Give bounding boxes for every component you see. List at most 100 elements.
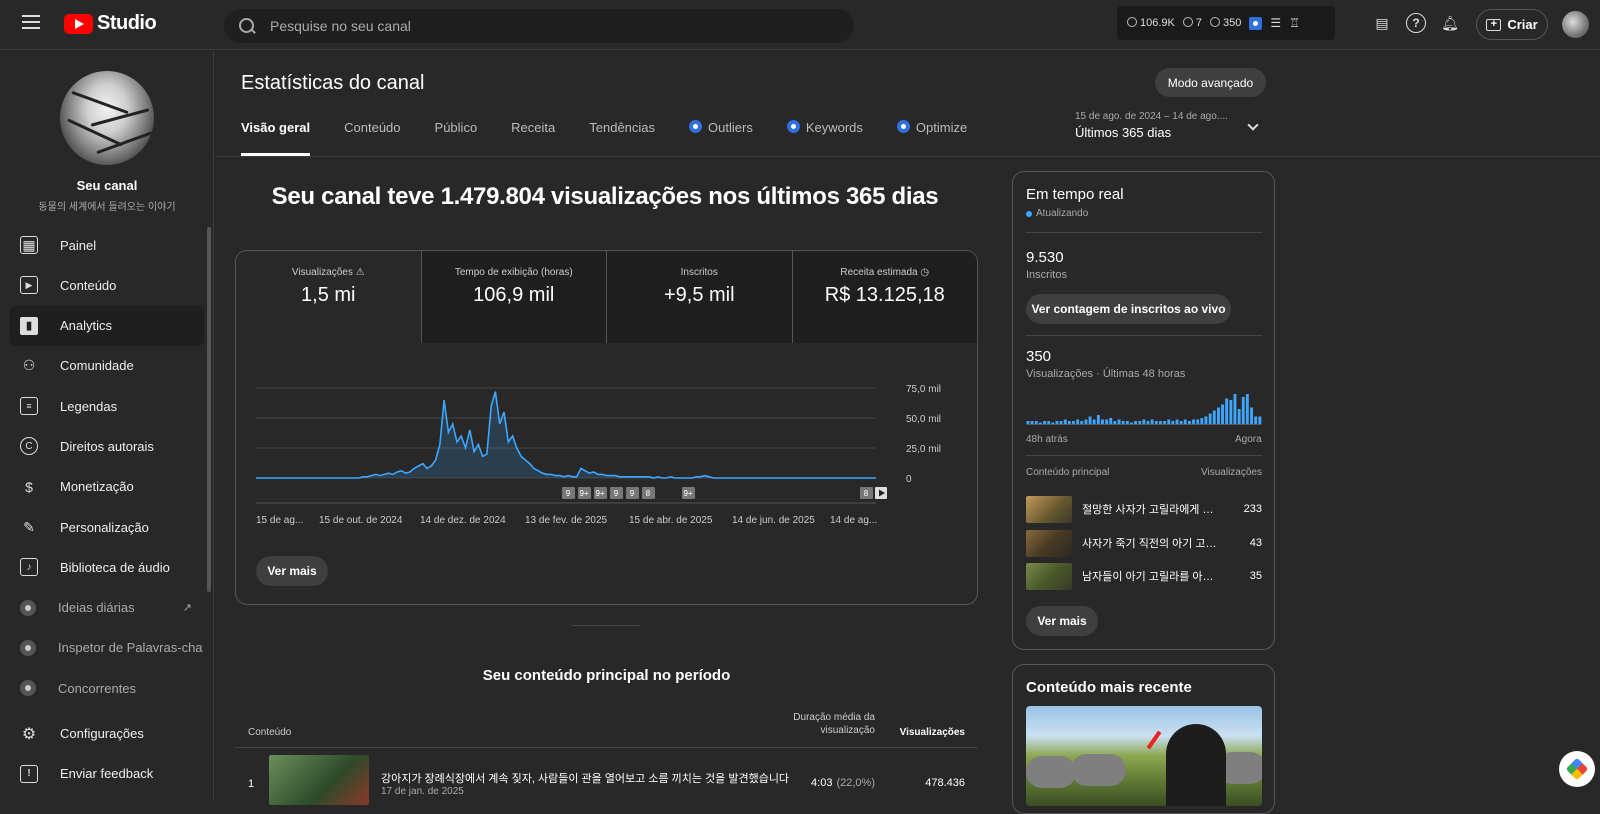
vidiq-icon [20, 599, 36, 616]
chevron-down-icon[interactable] [1247, 119, 1259, 131]
latest-video-thumbnail[interactable] [1026, 706, 1262, 806]
audio-library-icon: ♪ [20, 558, 38, 577]
video-thumbnail [1026, 495, 1072, 523]
see-more-button[interactable]: Ver mais [256, 556, 328, 586]
x-tick-label: 13 de fev. de 2025 [525, 515, 608, 526]
sidebar-item-label: Personalização [60, 519, 149, 535]
tab-conteudo[interactable]: Conteúdo [344, 120, 401, 135]
video-marker: 9 [610, 487, 623, 499]
date-range-selector[interactable]: 15 de ago. de 2024 – 14 de ago.... Últim… [1075, 111, 1228, 140]
sidebar-item-comunidade[interactable]: ⚇ Comunidade [10, 346, 204, 386]
sidebar-scrollbar[interactable] [207, 227, 211, 592]
sidebar-item-monetizacao[interactable]: $ Monetização [10, 467, 204, 507]
trophy-icon[interactable]: ♖ [1289, 16, 1300, 30]
realtime-bar [1109, 418, 1113, 424]
dashboard-icon: ▦ [20, 236, 38, 254]
views-chart[interactable]: 75,0 mil 50,0 mil 25,0 mil 0 9 9+ 9+ 9 9 8 9+ 8 15 d… [236, 343, 978, 533]
axis-start-label: 48h atrás [1026, 434, 1068, 445]
date-range-label: Últimos 365 dias [1075, 125, 1172, 140]
realtime-bar [1204, 416, 1208, 424]
x-tick-label: 14 de jun. de 2025 [732, 515, 815, 526]
table-row[interactable]: 1 강아지가 장례식장에서 계속 짖자, 사람들이 관을 열어보고 소름 끼치는… [235, 752, 978, 805]
bell-icon[interactable]: 🔔︎ [1441, 14, 1459, 31]
svg-text:9+: 9+ [595, 489, 604, 498]
tab-visao-geral[interactable]: Visão geral [241, 120, 311, 156]
sidebar-item-concorrentes[interactable]: Concorrentes [10, 668, 204, 708]
help-icon[interactable]: ? [1406, 13, 1426, 33]
sidebar-nav: ▦ Painel ▶ Conteúdo ▮ Analytics ⚇ Comunidade… [10, 225, 204, 794]
realtime-bar [1117, 419, 1121, 424]
list-item[interactable]: 사자가 죽기 직전의 아기 고릴라... 43 [1026, 529, 1262, 557]
views-line [256, 391, 876, 479]
column-duration[interactable]: Duração média da visualização [793, 712, 875, 736]
svg-text:8: 8 [864, 489, 869, 498]
realtime-bar [1167, 419, 1171, 424]
metric-watch-time[interactable]: Tempo de exibição (horas) 106,9 mil [421, 251, 607, 343]
realtime-bar [1241, 397, 1245, 424]
vidiq-icon [786, 120, 800, 133]
tab-receita[interactable]: Receita [511, 120, 556, 135]
divider [1026, 335, 1262, 336]
realtime-status: Atualizando [1026, 208, 1088, 219]
tab-tendencias[interactable]: Tendências [589, 120, 656, 135]
account-avatar[interactable] [1562, 11, 1589, 38]
column-views[interactable]: Visualizações [899, 727, 965, 738]
clock-icon: ◷ [920, 267, 930, 278]
channel-name: Seu canal [76, 178, 138, 193]
gear-icon: ⚙ [21, 725, 37, 743]
video-marker: 9+ [578, 487, 591, 499]
sidebar-item-legendas[interactable]: ≡ Legendas [10, 386, 204, 426]
menu-icon[interactable] [22, 15, 40, 29]
studio-logo[interactable]: Studio [64, 12, 157, 35]
metric-views[interactable]: Visualizações ⚠ 1,5 mi [236, 251, 422, 343]
sidebar-item-direitos-autorais[interactable]: C Direitos autorais [10, 426, 204, 466]
latest-content-card: Conteúdo mais recente [1012, 664, 1275, 814]
vidiq-icon [689, 120, 703, 133]
vidiq-stats-pill[interactable]: 106.9K 7 350 ☰ ♖ [1117, 6, 1335, 40]
sidebar-item-personalizacao[interactable]: ✎ Personalização [10, 507, 204, 547]
search-input[interactable] [270, 18, 770, 34]
sidebar-item-label: Ideias diárias [58, 600, 135, 616]
sidebar-item-enviar-feedback[interactable]: ! Enviar feedback [10, 754, 204, 794]
live-subscriber-count-button[interactable]: Ver contagem de inscritos ao vivo [1026, 294, 1231, 324]
realtime-bar [1080, 421, 1084, 424]
tabs-divider [215, 156, 1600, 157]
metric-label: Tempo de exibição (horas) [454, 267, 573, 278]
sidebar-item-conteudo[interactable]: ▶ Conteúdo [10, 265, 204, 305]
realtime-views-chart[interactable] [1026, 390, 1262, 426]
create-button[interactable]: + Criar [1476, 9, 1548, 40]
metric-subscribers[interactable]: Inscritos +9,5 mil [607, 251, 793, 343]
search-bar[interactable] [224, 9, 854, 43]
sidebar-item-label: Legendas [60, 398, 118, 414]
vidiq-icon[interactable] [1249, 16, 1263, 30]
views-stat: 350 [1210, 17, 1241, 29]
sidebar-item-inspetor-palavras[interactable]: Inspetor de Palavras-chav [10, 628, 204, 668]
video-title: 절망한 사자가 고릴라에게 도움... [1082, 504, 1222, 516]
list-icon[interactable]: ☰ [1270, 16, 1282, 30]
avg-duration: 4:03 (22,0%) [811, 777, 875, 789]
assistant-button[interactable] [1559, 751, 1595, 787]
search-icon[interactable] [238, 17, 256, 35]
list-item[interactable]: 남자들이 아기 고릴라를 아나콘... 35 [1026, 562, 1262, 590]
tab-outliers[interactable]: Outliers [689, 120, 753, 156]
tab-publico[interactable]: Público [434, 120, 478, 135]
sidebar-item-biblioteca-audio[interactable]: ♪ Biblioteca de áudio [10, 547, 204, 587]
video-marker: 9 [626, 487, 639, 499]
tab-keywords[interactable]: Keywords [786, 120, 863, 156]
realtime-bar [1192, 419, 1195, 424]
list-item[interactable]: 절망한 사자가 고릴라에게 도움... 233 [1026, 495, 1262, 523]
channel-avatar[interactable] [60, 71, 154, 165]
tab-optimize[interactable]: Optimize [896, 120, 967, 156]
advanced-mode-button[interactable]: Modo avançado [1155, 68, 1266, 97]
video-thumbnail[interactable] [269, 755, 369, 805]
sidebar-item-ideias-diarias[interactable]: Ideias diárias ↗ [10, 588, 204, 628]
metric-revenue[interactable]: Receita estimada ◷ R$ 13.125,18 [792, 251, 977, 343]
sidebar-item-painel[interactable]: ▦ Painel [10, 225, 204, 265]
sidebar-item-analytics[interactable]: ▮ Analytics [10, 305, 204, 346]
sidebar-item-configuracoes[interactable]: ⚙ Configurações [10, 714, 204, 754]
see-more-button[interactable]: Ver mais [1026, 606, 1098, 636]
realtime-bar [1142, 419, 1146, 424]
video-title[interactable]: 강아지가 장례식장에서 계속 짖자, 사람들이 관을 열어보고 소름 끼치는 것… [381, 773, 790, 785]
comments-icon[interactable]: ▤ [1375, 14, 1389, 31]
realtime-bar [1121, 421, 1125, 424]
